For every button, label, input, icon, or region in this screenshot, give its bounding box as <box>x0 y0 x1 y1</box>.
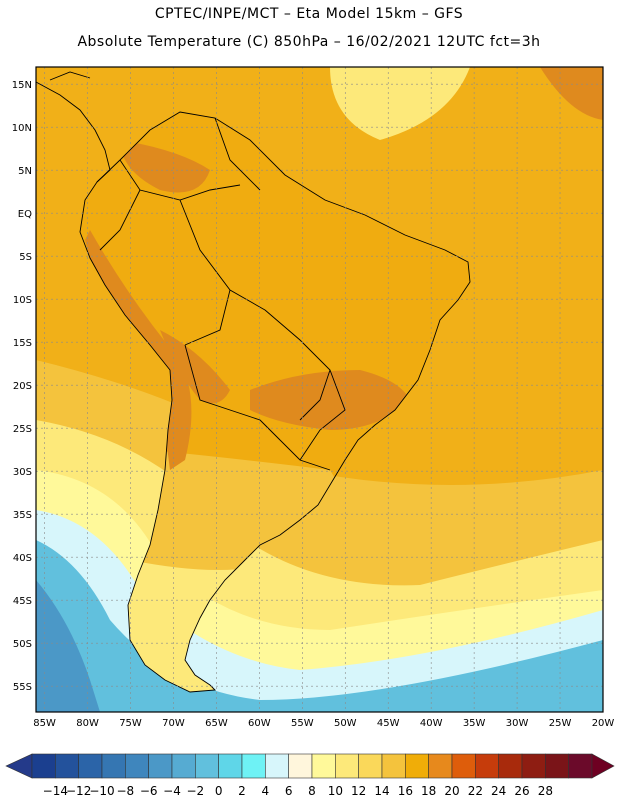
colorbar-label: 2 <box>238 784 246 798</box>
colorbar-over-arrow <box>591 753 615 779</box>
colorbar-label: 0 <box>215 784 223 798</box>
map-title-line-2: Absolute Temperature (C) 850hPa – 16/02/… <box>77 34 541 50</box>
field-north-pale <box>330 67 470 140</box>
lat-label: 55S <box>13 682 32 693</box>
lat-label: 15S <box>13 338 32 349</box>
lat-label: 25S <box>13 424 32 435</box>
colorbar-label: 28 <box>538 784 553 798</box>
colorbar-label: −2 <box>186 784 204 798</box>
continent-outline <box>79 111 471 693</box>
colorbar-swatch <box>195 753 219 779</box>
colorbar-label: −6 <box>140 784 158 798</box>
lat-label: 20S <box>13 381 32 392</box>
colorbar-under-arrow <box>5 753 33 779</box>
lat-label: 10S <box>13 295 32 306</box>
colorbar-swatch <box>288 753 313 779</box>
colorbar-label: −12 <box>66 784 91 798</box>
colorbar-swatch <box>568 753 593 779</box>
map-title-line-1: CPTEC/INPE/MCT – Eta Model 15km – GFS <box>154 6 464 22</box>
plot-frame <box>35 66 604 713</box>
lat-label: 5N <box>18 166 32 177</box>
colorbar-swatch <box>265 753 289 779</box>
lat-label: 15N <box>12 80 32 91</box>
lon-label: 30W <box>506 718 529 729</box>
colorbar-label: −14 <box>43 784 68 798</box>
lon-label: 20W <box>592 718 615 729</box>
colorbar-swatch <box>545 753 569 779</box>
latitude-labels: 15N 10N 5N EQ 5S 10S 15S 20S 25S 30S 35S 40S 45S 50S 5… <box>12 80 32 693</box>
lon-label: 75W <box>119 718 142 729</box>
colorbar-swatch <box>241 753 266 779</box>
lat-label: 30S <box>13 467 32 478</box>
colorbar-swatch <box>358 753 383 779</box>
colorbar-swatch <box>125 753 149 779</box>
colorbar-label: −4 <box>163 784 181 798</box>
colorbar-label: 12 <box>351 784 366 798</box>
field-cold-blue <box>36 580 100 712</box>
colorbar-swatch <box>218 753 243 779</box>
colorbar-label: 18 <box>421 784 436 798</box>
colorbar-label: 26 <box>514 784 529 798</box>
lon-label: 80W <box>76 718 99 729</box>
colorbar-label: 6 <box>285 784 293 798</box>
temperature-field <box>36 67 603 712</box>
colorbar-swatch <box>335 753 359 779</box>
colorbar-swatch <box>381 753 406 779</box>
colorbar-swatch <box>521 753 546 779</box>
colorbar-swatch <box>78 753 103 779</box>
lon-label: 55W <box>291 718 314 729</box>
colorbar-swatch <box>171 753 196 779</box>
colorbar-label: 8 <box>308 784 316 798</box>
lon-label: 35W <box>463 718 486 729</box>
lon-label: 40W <box>420 718 443 729</box>
colorbar-label: 16 <box>398 784 413 798</box>
border-lines <box>99 117 346 471</box>
lat-label: 10N <box>12 123 32 134</box>
colorbar-label: −10 <box>89 784 114 798</box>
lat-label: 50S <box>13 639 32 650</box>
colorbar-swatch <box>498 753 523 779</box>
lon-label: 65W <box>205 718 228 729</box>
field-northeast-hot <box>540 67 603 120</box>
field-land-se-brazil-hot <box>250 370 410 430</box>
longitude-labels: 85W 80W 75W 70W 65W 60W 55W 50W 45W 40W 35W 30W 25W 2… <box>33 718 614 729</box>
lon-label: 45W <box>377 718 400 729</box>
colorbar-swatch <box>148 753 173 779</box>
colorbar-swatch <box>451 753 476 779</box>
lat-label: 45S <box>13 596 32 607</box>
colorbar-label: 10 <box>328 784 343 798</box>
colorbar-label: 14 <box>374 784 389 798</box>
colorbar-label: 4 <box>262 784 270 798</box>
colorbar: −14−12−10 −8 −6 −4 −2 0 2 4 6 8 10 12 14 16 18 20 22 24 26… <box>5 753 615 798</box>
lat-label: EQ <box>18 209 32 220</box>
lat-label: 5S <box>19 252 32 263</box>
lon-label: 85W <box>33 718 56 729</box>
colorbar-swatch <box>31 753 56 779</box>
colorbar-swatch <box>405 753 429 779</box>
colorbar-swatch <box>428 753 453 779</box>
colorbar-label: 22 <box>468 784 483 798</box>
colorbar-label: 24 <box>491 784 506 798</box>
lon-label: 60W <box>248 718 271 729</box>
colorbar-label: −8 <box>116 784 134 798</box>
colorbar-swatch <box>475 753 499 779</box>
field-land-north-hot <box>120 140 210 193</box>
colorbar-swatch <box>101 753 126 779</box>
lon-label: 70W <box>162 718 185 729</box>
central-america-outline <box>36 71 111 183</box>
lat-label: 35S <box>13 510 32 521</box>
colorbar-swatch <box>55 753 79 779</box>
lon-label: 25W <box>549 718 572 729</box>
colorbar-label: 20 <box>444 784 459 798</box>
colorbar-swatch <box>311 753 336 779</box>
lon-label: 50W <box>334 718 357 729</box>
country-borders <box>36 71 471 693</box>
lat-label: 40S <box>13 553 32 564</box>
